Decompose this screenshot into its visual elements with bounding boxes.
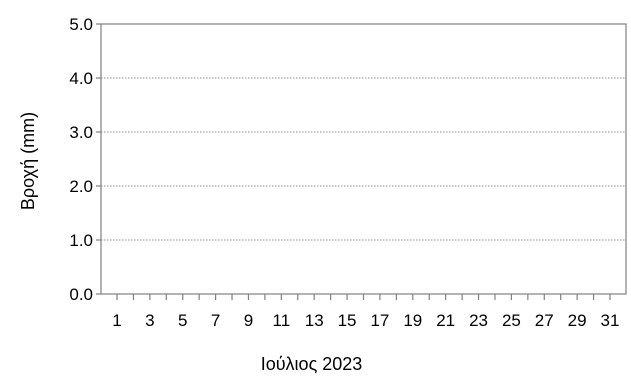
x-tick-label: 19 <box>403 311 422 330</box>
x-tick-label: 3 <box>145 311 154 330</box>
x-tick-label: 27 <box>535 311 554 330</box>
y-axis-title: Βροχή (mm) <box>18 112 38 210</box>
x-tick-label: 23 <box>469 311 488 330</box>
x-tick-label: 13 <box>305 311 324 330</box>
grid-lines <box>101 77 626 241</box>
x-tick-label: 15 <box>338 311 357 330</box>
y-tick-label: 5.0 <box>69 15 93 34</box>
x-tick-label: 25 <box>502 311 521 330</box>
x-tick-label: 1 <box>112 311 121 330</box>
x-tick-label: 21 <box>436 311 455 330</box>
x-tick-label: 17 <box>370 311 389 330</box>
x-tick-label: 5 <box>178 311 187 330</box>
y-tick-label: 0.0 <box>69 285 93 304</box>
x-axis: 1 3 5 7 9 11 13 15 17 19 21 23 25 27 29 31 <box>112 294 619 330</box>
x-tick-label: 9 <box>244 311 253 330</box>
y-tick-label: 1.0 <box>69 231 93 250</box>
y-tick-label: 2.0 <box>69 177 93 196</box>
y-tick-label: 3.0 <box>69 123 93 142</box>
x-tick-label: 31 <box>601 311 620 330</box>
y-axis: 0.0 1.0 2.0 3.0 4.0 5.0 <box>69 15 101 304</box>
y-tick-label: 4.0 <box>69 69 93 88</box>
x-tick-label: 11 <box>273 311 291 330</box>
x-axis-title: Ιούλιος 2023 <box>261 354 363 374</box>
x-tick-label: 7 <box>211 311 220 330</box>
x-tick-label: 29 <box>568 311 587 330</box>
